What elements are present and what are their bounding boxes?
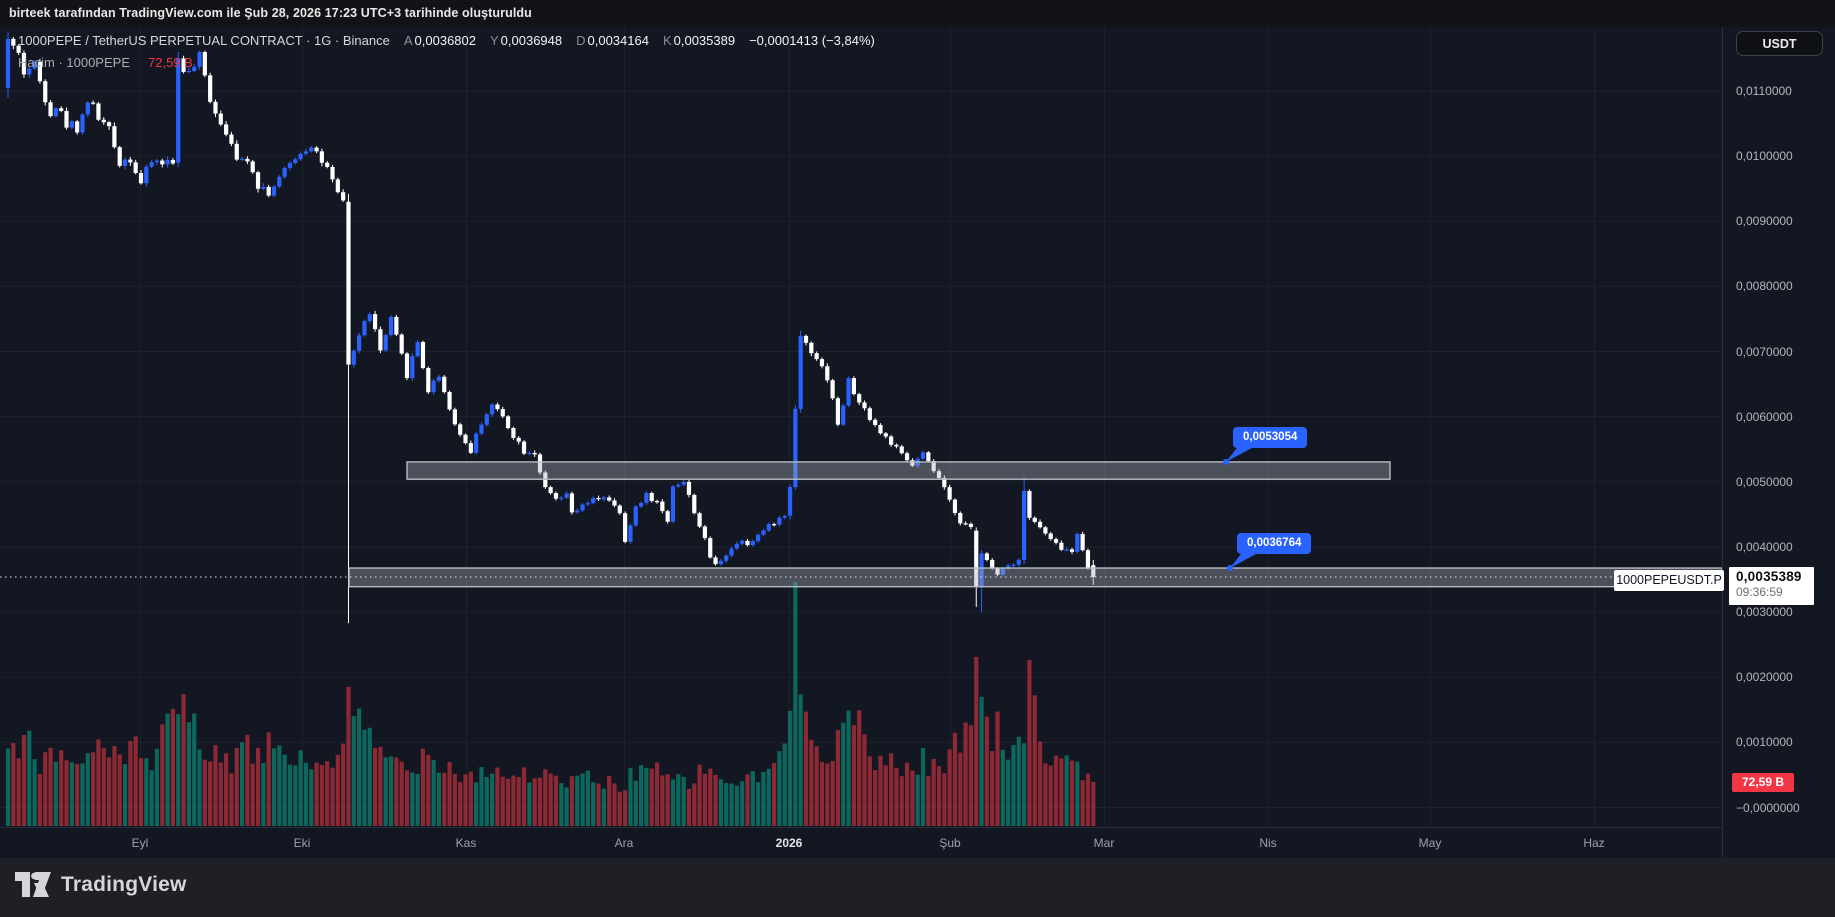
high-value: Y 0,0036948 [489, 33, 563, 48]
price-tick-label: 0,0060000 [1736, 409, 1793, 424]
time-tick-label: Eyl [131, 836, 149, 850]
close-value: K 0,0035389 [662, 33, 736, 48]
zone-price-callout-upper[interactable]: 0,0053054 [1233, 426, 1308, 448]
currency-toggle-button[interactable]: USDT [1736, 31, 1823, 56]
time-tick-label: Mar [1093, 836, 1115, 850]
tradingview-logo-icon [15, 872, 51, 897]
volume-series [5, 582, 1096, 826]
price-tick-label: 0,0010000 [1736, 735, 1793, 750]
volume-study-label[interactable]: Hacim · 1000PEPE [18, 55, 130, 70]
supply-zone[interactable] [406, 461, 1391, 480]
tradingview-logo-text: TradingView [61, 873, 187, 896]
zone-price-callout-lower[interactable]: 0,0036764 [1237, 533, 1312, 555]
tradingview-logo[interactable]: TradingView [14, 871, 187, 899]
time-tick-label: Haz [1583, 836, 1605, 850]
price-tick-label: 0,0020000 [1736, 670, 1793, 685]
price-tick-label: 0,0030000 [1736, 605, 1793, 620]
legend-volume-row: Hacim · 1000PEPE 72,59 B [18, 54, 875, 71]
last-price-value: 0,0035389 [1736, 568, 1802, 584]
price-tick-label: 0,0090000 [1736, 214, 1793, 229]
time-tick-label: 2026 [775, 836, 803, 850]
time-tick-label: Şub [939, 836, 961, 850]
zone-drawings[interactable] [348, 461, 1723, 588]
price-tick-label: 0,0070000 [1736, 344, 1793, 359]
candlestick-series [5, 32, 1096, 624]
chart-legend: 1000PEPE / TetherUS PERPETUAL CONTRACT ·… [18, 32, 875, 71]
grid-lines [0, 27, 1722, 827]
price-tick-label: 0,0040000 [1736, 539, 1793, 554]
price-tick-label: −0,0000000 [1736, 800, 1800, 815]
symbol-price-marker: 1000PEPEUSDT.P [1614, 569, 1724, 591]
price-tick-label: 0,0110000 [1736, 84, 1792, 98]
open-value: A 0,0036802 [403, 33, 476, 48]
change-value: −0,0001413 (−3,84%) [749, 33, 875, 48]
bar-countdown: 09:36:59 [1736, 584, 1783, 599]
price-tick-label: 0,0080000 [1736, 279, 1793, 294]
legend-main-row: 1000PEPE / TetherUS PERPETUAL CONTRACT ·… [18, 32, 875, 49]
bottom-bar: TradingView [0, 858, 1835, 917]
volume-axis-badge: 72,59 B [1732, 773, 1794, 792]
low-value: D 0,0034164 [576, 33, 649, 48]
volume-value: 72,59 B [148, 55, 193, 70]
symbol-title[interactable]: 1000PEPE / TetherUS PERPETUAL CONTRACT ·… [18, 33, 390, 48]
time-tick-label: May [1418, 836, 1442, 850]
time-tick-label: Eki [293, 836, 311, 850]
snapshot-attribution-bar: birteek tarafından TradingView.com ile Ş… [0, 0, 1835, 27]
price-tick-label: 0,0050000 [1736, 474, 1793, 489]
last-price-label: 0,0035389 09:36:59 [1729, 566, 1814, 605]
price-tick-label: 0,0100000 [1736, 149, 1793, 164]
time-tick-label: Nis [1259, 836, 1277, 850]
callout-tails [1223, 447, 1256, 572]
attribution-text: birteek tarafından TradingView.com ile Ş… [9, 6, 532, 20]
time-tick-label: Kas [455, 836, 477, 850]
time-tick-label: Ara [614, 836, 634, 850]
